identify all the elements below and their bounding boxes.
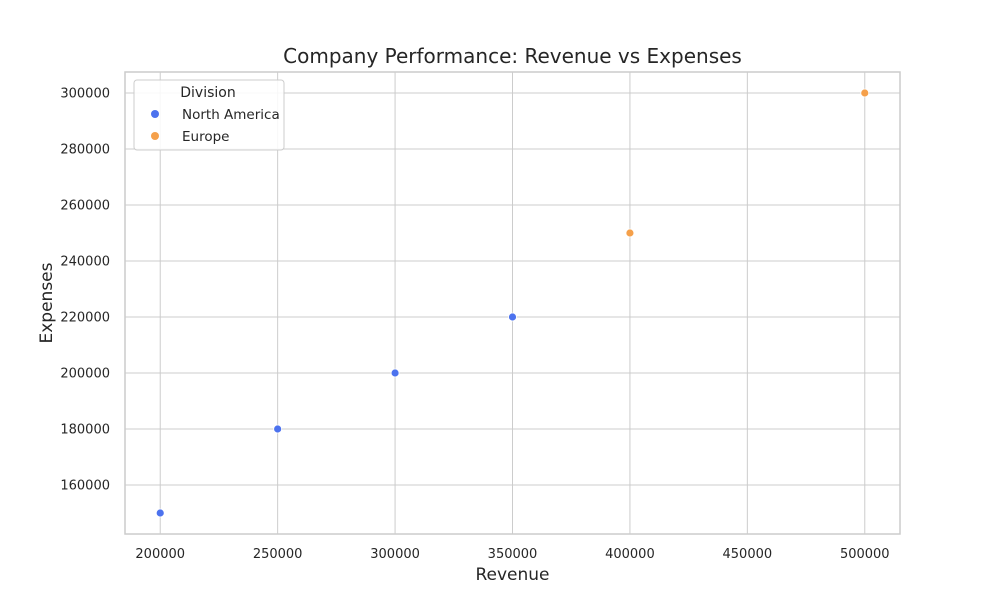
legend-title: Division: [180, 85, 235, 101]
y-tick-label-1: 180000: [60, 423, 110, 438]
x-tick-label-1: 250000: [253, 547, 303, 562]
y-axis-label: Expenses: [37, 262, 57, 343]
x-tick-label-6: 500000: [840, 547, 890, 562]
y-tick-label-0: 160000: [60, 479, 110, 494]
legend-label-north-america: North America: [182, 107, 280, 123]
point-europe-0: [625, 228, 635, 238]
y-tick-label-6: 280000: [60, 143, 110, 158]
x-tick-label-2: 300000: [370, 547, 420, 562]
legend-marker-europe: [151, 132, 159, 140]
y-tick-label-5: 260000: [60, 199, 110, 214]
y-tick-label-3: 220000: [60, 311, 110, 326]
x-axis-label: Revenue: [475, 565, 549, 585]
point-north-america-1: [273, 424, 283, 434]
point-north-america-0: [155, 508, 165, 518]
chart-title: Company Performance: Revenue vs Expenses: [283, 44, 742, 68]
plot-frame: [124, 71, 901, 535]
point-europe-1: [860, 88, 870, 98]
x-tick-label-3: 350000: [488, 547, 538, 562]
tick-labels: 200000 250000 300000 350000 400000 450000 5000…: [60, 87, 889, 563]
y-tick-label-4: 240000: [60, 255, 110, 270]
x-tick-label-0: 200000: [135, 547, 185, 562]
point-north-america-3: [508, 312, 517, 322]
legend-marker-north-america: [151, 110, 159, 118]
legend-box: [133, 79, 285, 151]
x-tick-label-5: 450000: [723, 547, 773, 562]
x-tick-label-4: 400000: [605, 547, 655, 562]
legend-label-europe: Europe: [182, 129, 229, 145]
legend: Division North America Europe: [133, 79, 285, 151]
data-points: [155, 88, 870, 518]
y-tick-label-2: 200000: [60, 367, 110, 382]
y-tick-label-7: 300000: [60, 87, 110, 102]
point-north-america-2: [390, 368, 400, 378]
